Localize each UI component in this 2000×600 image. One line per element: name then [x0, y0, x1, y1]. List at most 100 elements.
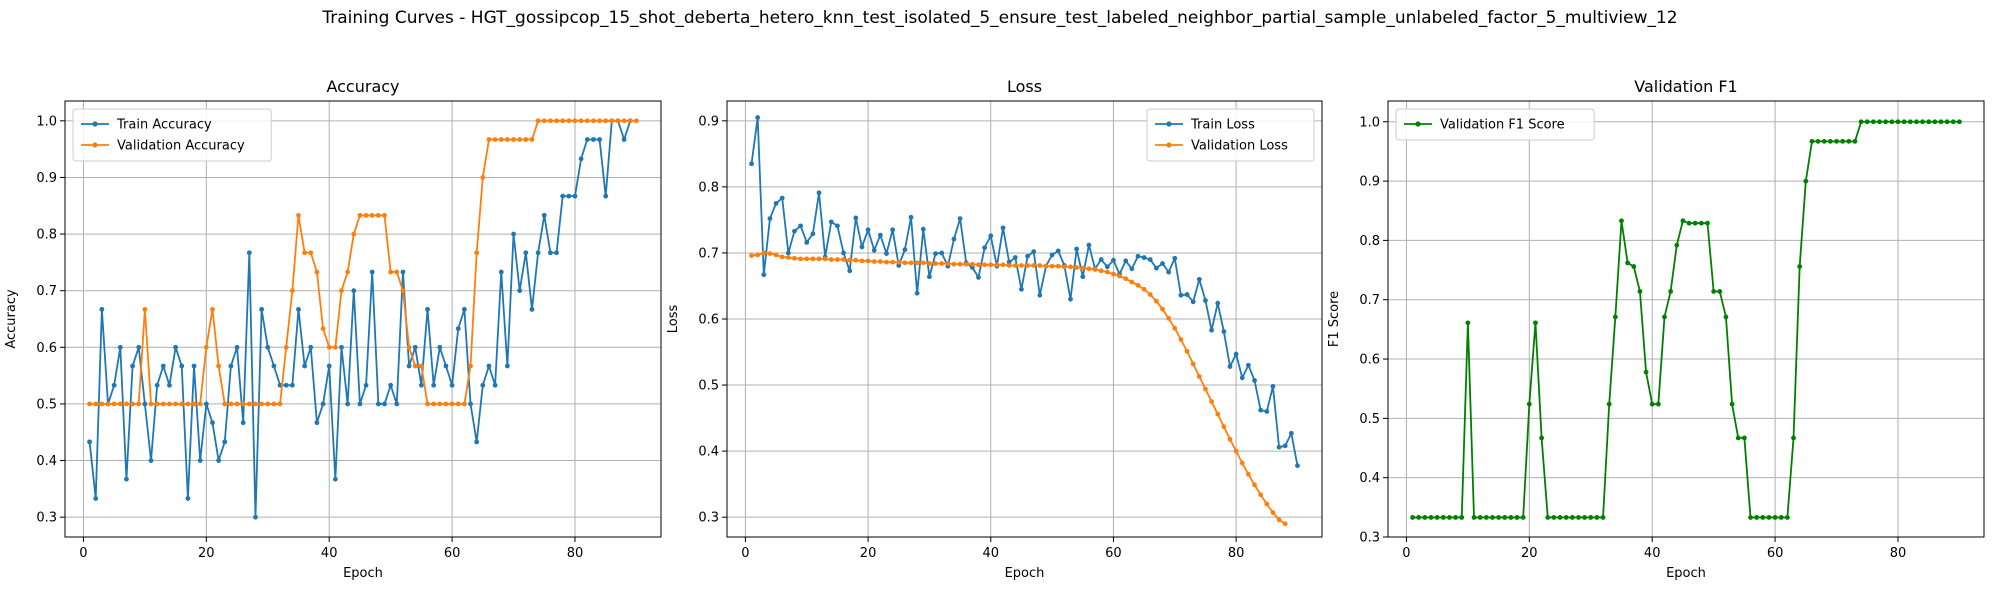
data-point — [988, 262, 994, 268]
data-point — [957, 261, 963, 267]
data-point — [1526, 401, 1532, 407]
data-point — [1117, 273, 1122, 279]
data-point — [835, 223, 840, 229]
data-point — [216, 458, 222, 463]
x-tick-label: 80 — [1890, 546, 1907, 561]
data-point — [939, 250, 945, 256]
data-point — [603, 193, 609, 199]
data-point — [1576, 515, 1581, 520]
data-point — [1258, 492, 1264, 498]
data-point — [1797, 264, 1803, 269]
data-point — [99, 306, 105, 312]
data-point — [1957, 119, 1962, 125]
data-point — [1031, 249, 1037, 255]
data-point — [511, 231, 516, 237]
data-point — [1680, 218, 1686, 224]
legend-label: Train Loss — [1190, 118, 1255, 133]
data-point — [302, 363, 308, 369]
data-point — [1784, 515, 1790, 520]
data-point — [449, 401, 455, 407]
data-point — [773, 200, 779, 206]
data-point — [394, 269, 400, 275]
data-point — [1074, 246, 1080, 252]
data-point — [853, 257, 859, 263]
axes-frame — [726, 100, 1323, 538]
data-point — [1649, 401, 1655, 407]
data-point — [1147, 257, 1153, 262]
legend: Train Loss Validation Loss — [1146, 108, 1315, 162]
chart-panel-1: 0 20 40 60 80 0.3 0.4 0.5 0.6 0.7 0.8 0.9 1.0 Accurac… — [4, 77, 662, 581]
data-point — [320, 401, 326, 407]
data-point — [1453, 515, 1458, 520]
data-point — [1221, 329, 1227, 334]
data-point — [523, 250, 529, 256]
data-point — [816, 190, 822, 196]
data-point — [1012, 263, 1018, 268]
data-point — [228, 401, 234, 407]
data-point — [945, 261, 951, 266]
y-tick-label: 0.4 — [36, 454, 57, 469]
data-point — [210, 306, 215, 312]
data-point — [1074, 265, 1080, 270]
data-point — [443, 401, 449, 407]
data-point — [498, 269, 504, 275]
y-tick-label: 0.7 — [698, 246, 719, 261]
data-point — [578, 118, 584, 124]
figure-title: Training Curves - HGT_gossipcop_15_shot_… — [322, 8, 1678, 28]
data-point — [1209, 399, 1214, 404]
data-point — [124, 476, 129, 482]
data-point — [382, 401, 387, 407]
data-point — [388, 382, 394, 388]
data-point — [1061, 264, 1067, 270]
legend-marker — [92, 142, 98, 148]
data-point — [296, 212, 301, 218]
data-point — [1477, 515, 1483, 520]
data-point — [749, 253, 754, 258]
data-point — [1545, 515, 1551, 520]
legend-box — [1146, 108, 1315, 162]
data-point — [308, 250, 314, 256]
data-point — [1741, 435, 1747, 441]
data-point — [167, 401, 172, 407]
y-axis-label: Accuracy — [4, 289, 19, 349]
data-point — [320, 326, 326, 332]
chart-title: Accuracy — [326, 77, 399, 96]
y-axis-label: Loss — [666, 305, 681, 334]
data-point — [1840, 138, 1846, 144]
x-tick-label: 40 — [321, 546, 338, 561]
data-point — [810, 231, 816, 237]
data-point — [289, 288, 295, 294]
data-point — [1496, 515, 1501, 520]
data-point — [382, 212, 387, 218]
data-point — [779, 254, 785, 260]
data-point — [1588, 515, 1594, 520]
data-point — [755, 252, 761, 258]
data-point — [1539, 435, 1545, 441]
data-point — [357, 212, 363, 218]
data-point — [902, 247, 908, 253]
data-point — [779, 195, 785, 201]
data-point — [173, 344, 179, 350]
data-point — [859, 258, 865, 264]
data-point — [1215, 300, 1221, 306]
y-tick-label: 0.8 — [36, 228, 57, 243]
data-point — [609, 118, 615, 124]
y-tick-label: 0.6 — [36, 341, 57, 356]
data-point — [412, 344, 418, 350]
axes-frame — [1387, 100, 1985, 538]
data-point — [1625, 260, 1631, 266]
data-point — [969, 265, 975, 270]
data-point — [1612, 314, 1618, 320]
data-point — [957, 216, 963, 221]
data-point — [1932, 119, 1938, 125]
data-point — [1295, 463, 1300, 469]
data-point — [1037, 263, 1043, 268]
y-tick-label: 1.0 — [1359, 115, 1380, 130]
data-point — [1735, 435, 1741, 441]
axes-frame — [64, 100, 662, 538]
data-point — [1563, 515, 1569, 520]
data-point — [1533, 320, 1538, 326]
data-point — [1190, 361, 1196, 367]
data-point — [130, 401, 135, 407]
data-point — [1086, 242, 1092, 248]
